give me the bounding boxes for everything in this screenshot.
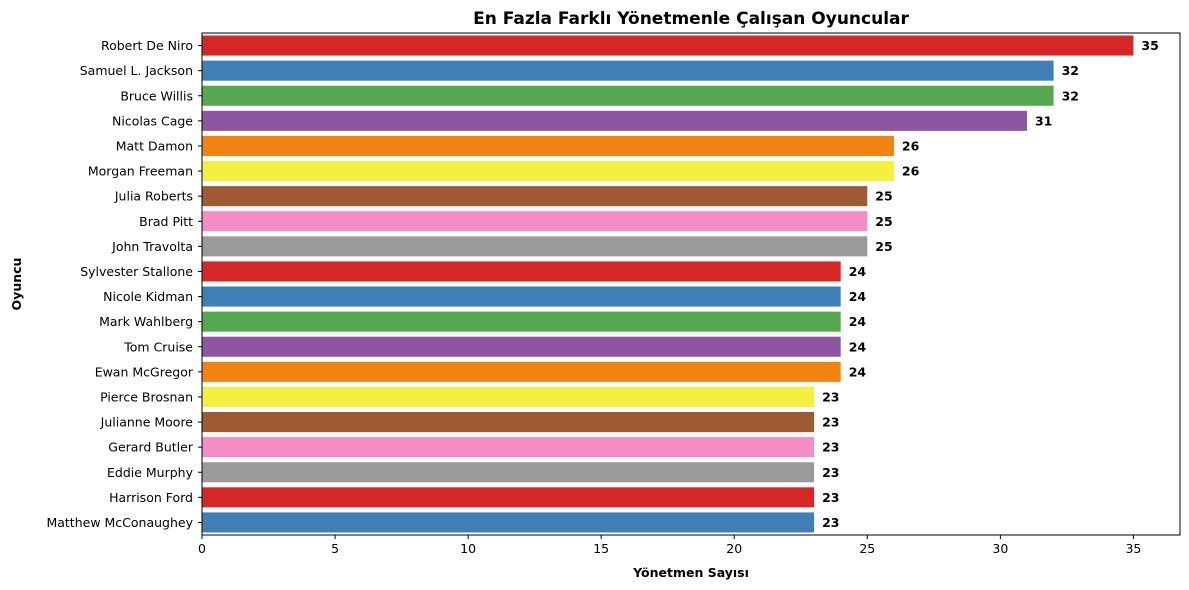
y-tick-label: Nicole Kidman: [103, 289, 193, 304]
bar: [202, 135, 894, 156]
bar: [202, 211, 868, 232]
bar: [202, 110, 1027, 131]
data-label: 23: [822, 440, 839, 455]
data-label: 31: [1035, 113, 1052, 128]
bar: [202, 412, 815, 433]
y-tick-label: Morgan Freeman: [88, 164, 193, 179]
y-tick-labels: Robert De Niro Samuel L. Jackson Bruce Wil…: [46, 38, 202, 530]
bar: [202, 236, 868, 257]
data-label: 23: [822, 415, 839, 430]
x-axis-label: Yönetmen Sayısı: [632, 565, 749, 580]
bar: [202, 286, 841, 307]
y-tick-label: Robert De Niro: [101, 38, 193, 53]
y-tick-label: Brad Pitt: [139, 214, 193, 229]
bar: [202, 512, 815, 533]
data-label: 35: [1141, 38, 1158, 53]
y-tick-label: Pierce Brosnan: [100, 389, 193, 404]
x-tick-label: 0: [198, 541, 206, 556]
y-tick-label: Mark Wahlberg: [99, 314, 193, 329]
data-labels: 35 32 32 31 26 26 25 25 25 24 24 24 24 24 23 23 23 23 23 23: [822, 38, 1159, 530]
y-tick-label: Julianne Moore: [100, 415, 194, 430]
data-label: 23: [822, 465, 839, 480]
bar: [202, 361, 841, 382]
data-label: 25: [875, 239, 892, 254]
x-tick-label: 30: [992, 541, 1008, 556]
y-tick-label: Matthew McConaughey: [46, 515, 193, 530]
data-label: 26: [902, 138, 920, 153]
x-tick-label: 25: [859, 541, 875, 556]
bar: [202, 437, 815, 458]
bar: [202, 85, 1054, 106]
x-tick-label: 5: [331, 541, 339, 556]
x-ticks: 0 5 10 15 20 25 30 35: [198, 535, 1141, 556]
chart-title: En Fazla Farklı Yönetmenle Çalışan Oyunc…: [473, 9, 909, 29]
data-label: 23: [822, 389, 839, 404]
bar: [202, 311, 841, 332]
data-label: 24: [849, 314, 867, 329]
plot-frame: [201, 32, 1181, 536]
data-label: 24: [849, 289, 867, 304]
bar: [202, 186, 868, 207]
y-tick-label: Gerard Butler: [108, 440, 194, 455]
y-tick-label: Nicolas Cage: [112, 113, 193, 128]
bar: [202, 336, 841, 357]
y-axis-label: Oyuncu: [9, 258, 24, 311]
bars-group: [202, 35, 1134, 533]
x-tick-label: 35: [1125, 541, 1141, 556]
data-label: 24: [849, 264, 867, 279]
bar: [202, 60, 1054, 81]
data-label: 24: [849, 339, 867, 354]
bar: [202, 35, 1134, 56]
bar: [202, 161, 894, 182]
y-tick-label: Tom Cruise: [123, 339, 193, 354]
y-tick-label: Samuel L. Jackson: [80, 63, 193, 78]
data-label: 25: [875, 189, 892, 204]
data-label: 26: [902, 164, 920, 179]
data-label: 32: [1062, 88, 1079, 103]
y-tick-label: Matt Damon: [116, 138, 193, 153]
data-label: 23: [822, 490, 839, 505]
y-tick-label: Harrison Ford: [109, 490, 193, 505]
y-tick-label: Sylvester Stallone: [80, 264, 193, 279]
data-label: 25: [875, 214, 892, 229]
bar: [202, 462, 815, 483]
y-tick-label: Bruce Willis: [120, 88, 193, 103]
y-tick-label: Julia Roberts: [114, 189, 193, 204]
bar: [202, 386, 815, 407]
y-tick-label: John Travolta: [111, 239, 193, 254]
x-tick-label: 10: [460, 541, 476, 556]
data-label: 32: [1062, 63, 1079, 78]
y-tick-label: Eddie Murphy: [107, 465, 194, 480]
data-label: 23: [822, 515, 839, 530]
x-tick-label: 20: [726, 541, 742, 556]
data-label: 24: [849, 364, 867, 379]
y-tick-label: Ewan McGregor: [95, 364, 194, 379]
x-tick-label: 15: [593, 541, 609, 556]
bar: [202, 261, 841, 282]
bar: [202, 487, 815, 508]
